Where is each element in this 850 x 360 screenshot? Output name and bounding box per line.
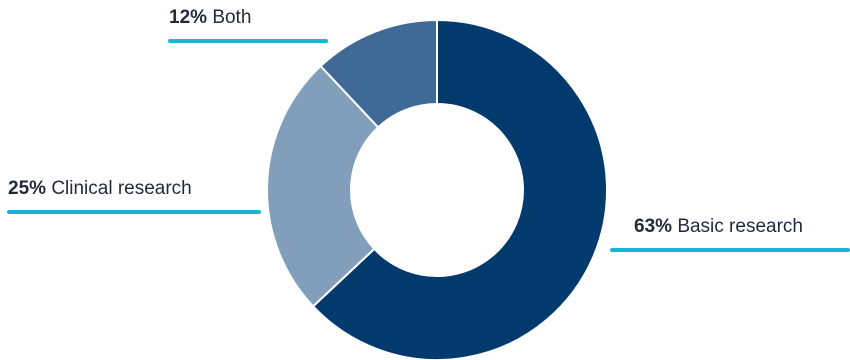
label-basic-research: 63% Basic research [634, 216, 803, 238]
leader-line-both [168, 39, 328, 43]
slice-both [319, 18, 438, 129]
label-both-value: 12% [169, 7, 208, 28]
slice-clinical-research [266, 64, 380, 308]
label-clinical-research-name: Clinical research [51, 178, 192, 199]
label-basic-research-value: 63% [634, 216, 673, 237]
label-both-name: Both [212, 7, 252, 28]
label-clinical-research-value: 25% [8, 178, 47, 199]
label-clinical-research: 25% Clinical research [8, 178, 192, 200]
label-basic-research-name: Basic research [677, 216, 803, 237]
leader-line-basic-research [610, 248, 850, 252]
label-both: 12% Both [169, 7, 251, 29]
leader-line-clinical-research [7, 210, 261, 214]
slice-basic-research [311, 18, 608, 360]
